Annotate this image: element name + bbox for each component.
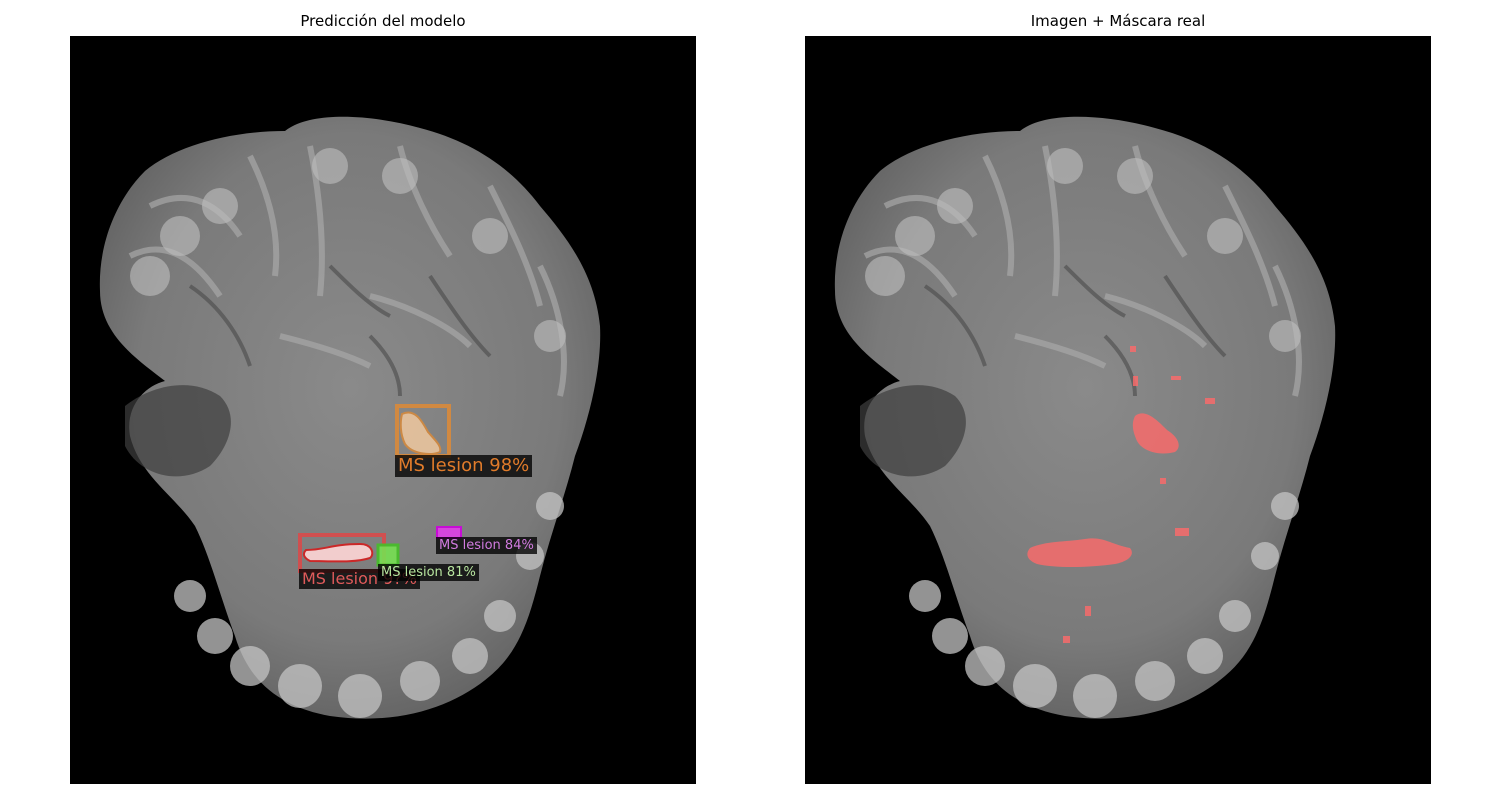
brain-tissue	[834, 116, 1336, 719]
detection-box-4	[376, 543, 400, 567]
right-panel-title: Imagen + Máscara real	[1030, 12, 1206, 30]
ground-truth-mask	[1027, 346, 1215, 643]
detection-mask-1	[399, 411, 442, 455]
model-prediction-panel: MS lesion 98% MS lesion 9?% MS lesion 84…	[70, 36, 696, 784]
left-panel-title: Predicción del modelo	[300, 12, 466, 30]
mri-scan-ground-truth	[834, 116, 1336, 719]
detection-label-4: MS lesion 81%	[378, 564, 479, 581]
detection-mask-2	[302, 542, 374, 563]
detection-label-3: MS lesion 84%	[436, 537, 537, 554]
mri-scan-prediction	[99, 116, 601, 719]
ground-truth-panel	[805, 36, 1431, 784]
detection-label-1: MS lesion 98%	[395, 455, 533, 477]
